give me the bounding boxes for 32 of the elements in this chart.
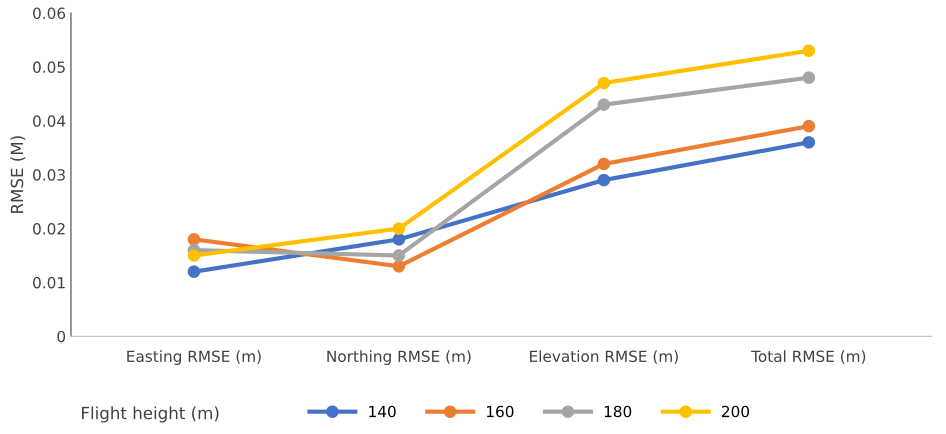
x-tick-label: Elevation RMSE (m) (530, 350, 678, 364)
point (392, 233, 406, 246)
y-tick-label: 0.06 (33, 7, 66, 20)
point (802, 44, 816, 57)
y-tick-label: 0 (57, 330, 66, 342)
y-tick-label: 0.02 (33, 223, 65, 235)
point (598, 174, 610, 186)
legend-label: 160 (487, 406, 514, 418)
point (188, 265, 200, 278)
point (802, 136, 816, 149)
x-tick-label: Northing RMSE (m) (327, 350, 471, 366)
legend-label: 180 (604, 406, 632, 418)
y-tick-label: 0.01 (33, 276, 65, 288)
point (188, 233, 200, 246)
point (392, 222, 406, 235)
x-tick-label: Total RMSE (m) (751, 350, 866, 364)
point (392, 260, 406, 273)
legend-title: Flight height (m) (82, 406, 218, 423)
point (598, 98, 610, 111)
legend-label: 200 (722, 406, 750, 418)
y-tick-label: 0.03 (33, 169, 65, 181)
point (802, 71, 816, 84)
point (598, 158, 610, 170)
point (598, 76, 610, 90)
point (188, 249, 200, 262)
y-tick-label: 0.04 (33, 115, 66, 127)
point (802, 120, 816, 132)
x-tick-label: Easting RMSE (m) (127, 350, 261, 366)
y-tick-label: 0.05 (33, 61, 65, 73)
y-axis-title: RMSE (M) (10, 136, 26, 213)
point (392, 249, 406, 262)
legend-label: 140 (369, 406, 396, 418)
